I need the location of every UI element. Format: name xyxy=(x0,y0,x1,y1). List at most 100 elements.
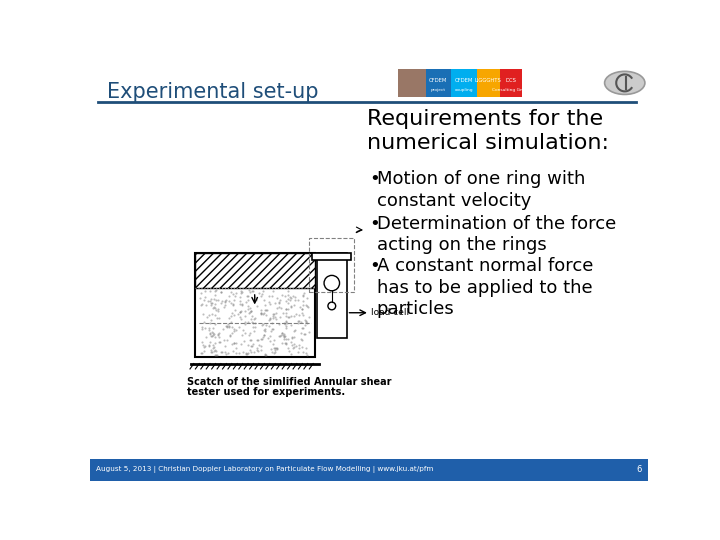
Point xyxy=(198,343,210,352)
Point xyxy=(279,339,291,347)
Point xyxy=(259,350,271,359)
Ellipse shape xyxy=(605,71,645,94)
Point xyxy=(228,339,240,347)
Bar xyxy=(477,69,500,97)
Point xyxy=(288,327,300,336)
Point xyxy=(296,335,307,344)
Bar xyxy=(500,69,522,97)
Point xyxy=(279,292,291,300)
Bar xyxy=(426,69,451,97)
Point xyxy=(246,335,257,344)
Point xyxy=(196,323,207,332)
Point xyxy=(301,318,312,327)
Point xyxy=(238,337,250,346)
Point xyxy=(242,318,253,327)
Point xyxy=(207,348,218,356)
Point xyxy=(260,321,271,329)
Point xyxy=(210,286,221,295)
Point xyxy=(248,348,260,356)
Point xyxy=(297,296,309,305)
Point xyxy=(280,308,292,317)
Point xyxy=(207,327,218,336)
Point xyxy=(240,350,251,359)
Point xyxy=(223,322,235,331)
Point xyxy=(222,320,233,328)
Point xyxy=(253,341,264,349)
Point xyxy=(297,291,309,299)
Point xyxy=(204,316,216,325)
Point xyxy=(220,322,232,330)
Point xyxy=(293,310,305,319)
Point xyxy=(280,340,292,349)
Point xyxy=(264,300,276,309)
Bar xyxy=(310,238,354,292)
Point xyxy=(242,302,253,310)
Point xyxy=(251,336,263,345)
Point xyxy=(302,303,314,312)
Point xyxy=(256,289,268,298)
Point xyxy=(274,303,285,312)
Point xyxy=(222,323,233,332)
Point xyxy=(288,312,300,321)
Point xyxy=(292,296,304,305)
Point xyxy=(297,348,308,356)
Point xyxy=(276,303,287,312)
Text: •: • xyxy=(369,215,379,233)
Point xyxy=(288,343,300,352)
Point xyxy=(264,313,275,322)
Point xyxy=(204,319,216,327)
Point xyxy=(235,307,246,316)
Point xyxy=(255,345,266,354)
Point xyxy=(285,301,297,310)
Point xyxy=(223,291,235,300)
Point xyxy=(205,301,217,309)
Point xyxy=(286,333,297,342)
Point xyxy=(209,311,220,320)
Point xyxy=(230,348,241,357)
Point xyxy=(280,318,292,327)
Point xyxy=(251,296,262,305)
Point xyxy=(256,310,267,319)
Point xyxy=(224,296,235,305)
Point xyxy=(204,286,215,295)
Point xyxy=(253,347,264,355)
Point xyxy=(207,303,219,312)
Point xyxy=(269,346,281,354)
Point xyxy=(242,292,253,301)
Point xyxy=(222,349,234,358)
Point xyxy=(234,292,246,301)
Point xyxy=(304,313,315,321)
Point xyxy=(264,321,275,330)
Point xyxy=(235,289,246,298)
Point xyxy=(258,330,270,339)
Text: Requirements for the
numerical simulation:: Requirements for the numerical simulatio… xyxy=(367,109,609,153)
Point xyxy=(289,333,300,341)
Point xyxy=(273,298,284,307)
Point xyxy=(300,343,311,352)
Point xyxy=(207,344,219,353)
Point xyxy=(287,344,299,353)
Point xyxy=(289,295,301,304)
Point xyxy=(225,287,237,296)
Point xyxy=(225,299,237,307)
Point xyxy=(244,307,256,316)
Point xyxy=(286,312,297,321)
Point xyxy=(229,292,240,300)
Point xyxy=(243,330,255,339)
Point xyxy=(207,332,218,340)
Point xyxy=(297,301,309,310)
Point xyxy=(209,291,220,300)
Point xyxy=(249,314,261,323)
Point xyxy=(247,323,258,332)
Point xyxy=(226,340,238,349)
Point xyxy=(228,338,240,347)
Point xyxy=(233,323,245,332)
Point xyxy=(296,324,307,333)
Point xyxy=(279,331,290,340)
Point xyxy=(221,321,233,330)
Point xyxy=(227,300,238,309)
Point xyxy=(290,310,302,319)
Point xyxy=(276,339,288,347)
Point xyxy=(282,291,294,299)
Point xyxy=(228,296,240,305)
